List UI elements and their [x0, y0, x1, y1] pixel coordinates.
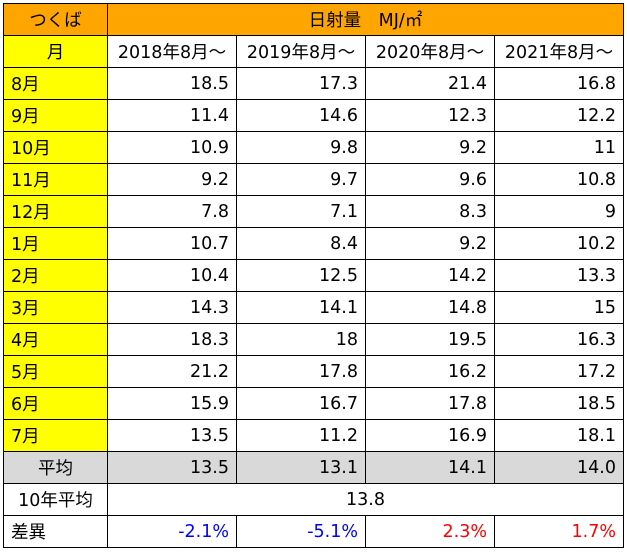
radiation-value-cell[interactable]: 9.2: [107, 163, 237, 196]
radiation-value-cell[interactable]: 14.3: [107, 291, 237, 324]
radiation-value-cell[interactable]: 10.9: [107, 131, 237, 164]
month-label-cell[interactable]: 12月: [3, 195, 108, 228]
radiation-value-cell[interactable]: 18.5: [494, 387, 624, 420]
radiation-value-cell[interactable]: 8.3: [365, 195, 495, 228]
year-header-cell[interactable]: 2019年8月～: [236, 35, 366, 68]
radiation-value-cell[interactable]: 12.2: [494, 99, 624, 132]
month-row: 7月 13.5 11.2 16.9 18.1: [3, 419, 624, 452]
month-label-cell[interactable]: 2月: [3, 259, 108, 292]
month-header-cell[interactable]: 月: [3, 35, 108, 68]
difference-value-cell[interactable]: -2.1%: [107, 515, 237, 548]
month-row: 4月 18.3 18 19.5 16.3: [3, 323, 624, 356]
average-value-cell[interactable]: 13.1: [236, 451, 366, 484]
table-title-cell[interactable]: 日射量 MJ/㎡: [107, 3, 624, 36]
radiation-value-cell[interactable]: 13.5: [107, 419, 237, 452]
radiation-value-cell[interactable]: 14.8: [365, 291, 495, 324]
month-label-cell[interactable]: 5月: [3, 355, 108, 388]
difference-value-cell[interactable]: 2.3%: [365, 515, 495, 548]
radiation-value-cell[interactable]: 10.4: [107, 259, 237, 292]
radiation-value-cell[interactable]: 7.1: [236, 195, 366, 228]
average-value-cell[interactable]: 14.1: [365, 451, 495, 484]
corner-label-cell[interactable]: つくば: [3, 3, 108, 36]
radiation-value-cell[interactable]: 7.8: [107, 195, 237, 228]
radiation-value-cell[interactable]: 15.9: [107, 387, 237, 420]
radiation-value-cell[interactable]: 18.5: [107, 67, 237, 100]
radiation-value-cell[interactable]: 9.2: [365, 131, 495, 164]
year-header-cell[interactable]: 2020年8月～: [365, 35, 495, 68]
month-row: 3月 14.3 14.1 14.8 15: [3, 291, 624, 324]
year-header-cell[interactable]: 2018年8月～: [107, 35, 237, 68]
radiation-value-cell[interactable]: 14.1: [236, 291, 366, 324]
radiation-value-cell[interactable]: 17.8: [236, 355, 366, 388]
column-header-row: 月 2018年8月～ 2019年8月～ 2020年8月～ 2021年8月～: [3, 35, 624, 68]
month-label-cell[interactable]: 6月: [3, 387, 108, 420]
radiation-value-cell[interactable]: 11: [494, 131, 624, 164]
radiation-value-cell[interactable]: 9.6: [365, 163, 495, 196]
radiation-value-cell[interactable]: 10.7: [107, 227, 237, 260]
month-label-cell[interactable]: 4月: [3, 323, 108, 356]
ten-year-value-cell[interactable]: 13.8: [107, 483, 624, 516]
month-label-cell[interactable]: 7月: [3, 419, 108, 452]
radiation-value-cell[interactable]: 17.8: [365, 387, 495, 420]
month-row: 10月 10.9 9.8 9.2 11: [3, 131, 624, 164]
radiation-value-cell[interactable]: 9.2: [365, 227, 495, 260]
month-label-cell[interactable]: 11月: [3, 163, 108, 196]
radiation-value-cell[interactable]: 9.7: [236, 163, 366, 196]
radiation-value-cell[interactable]: 18.3: [107, 323, 237, 356]
radiation-value-cell[interactable]: 13.3: [494, 259, 624, 292]
month-row: 12月 7.8 7.1 8.3 9: [3, 195, 624, 228]
average-row: 平均 13.5 13.1 14.1 14.0: [3, 451, 624, 484]
radiation-value-cell[interactable]: 17.2: [494, 355, 624, 388]
radiation-value-cell[interactable]: 21.2: [107, 355, 237, 388]
radiation-value-cell[interactable]: 10.8: [494, 163, 624, 196]
radiation-value-cell[interactable]: 11.4: [107, 99, 237, 132]
month-row: 5月 21.2 17.8 16.2 17.2: [3, 355, 624, 388]
month-row: 6月 15.9 16.7 17.8 18.5: [3, 387, 624, 420]
radiation-value-cell[interactable]: 15: [494, 291, 624, 324]
average-value-cell[interactable]: 14.0: [494, 451, 624, 484]
radiation-value-cell[interactable]: 8.4: [236, 227, 366, 260]
month-label-cell[interactable]: 1月: [3, 227, 108, 260]
radiation-value-cell[interactable]: 10.2: [494, 227, 624, 260]
title-row: つくば 日射量 MJ/㎡: [3, 3, 624, 36]
radiation-value-cell[interactable]: 16.9: [365, 419, 495, 452]
difference-row: 差異 -2.1% -5.1% 2.3% 1.7%: [3, 515, 624, 548]
ten-year-label-cell[interactable]: 10年平均: [3, 483, 108, 516]
radiation-value-cell[interactable]: 14.6: [236, 99, 366, 132]
month-row: 9月 11.4 14.6 12.3 12.2: [3, 99, 624, 132]
month-row: 8月 18.5 17.3 21.4 16.8: [3, 67, 624, 100]
radiation-value-cell[interactable]: 14.2: [365, 259, 495, 292]
ten-year-average-row: 10年平均 13.8: [3, 483, 624, 516]
difference-label-cell[interactable]: 差異: [3, 515, 108, 548]
solar-radiation-table: つくば 日射量 MJ/㎡ 月 2018年8月～ 2019年8月～ 2020年8月…: [3, 3, 624, 548]
radiation-value-cell[interactable]: 16.7: [236, 387, 366, 420]
radiation-value-cell[interactable]: 19.5: [365, 323, 495, 356]
month-row: 1月 10.7 8.4 9.2 10.2: [3, 227, 624, 260]
radiation-value-cell[interactable]: 16.3: [494, 323, 624, 356]
radiation-value-cell[interactable]: 16.2: [365, 355, 495, 388]
average-label-cell[interactable]: 平均: [3, 451, 108, 484]
month-row: 11月 9.2 9.7 9.6 10.8: [3, 163, 624, 196]
radiation-value-cell[interactable]: 9.8: [236, 131, 366, 164]
difference-value-cell[interactable]: 1.7%: [494, 515, 624, 548]
radiation-value-cell[interactable]: 12.3: [365, 99, 495, 132]
average-value-cell[interactable]: 13.5: [107, 451, 237, 484]
month-row: 2月 10.4 12.5 14.2 13.3: [3, 259, 624, 292]
year-header-cell[interactable]: 2021年8月～: [494, 35, 624, 68]
month-label-cell[interactable]: 8月: [3, 67, 108, 100]
radiation-value-cell[interactable]: 11.2: [236, 419, 366, 452]
month-label-cell[interactable]: 3月: [3, 291, 108, 324]
month-label-cell[interactable]: 9月: [3, 99, 108, 132]
radiation-value-cell[interactable]: 18: [236, 323, 366, 356]
radiation-value-cell[interactable]: 16.8: [494, 67, 624, 100]
radiation-value-cell[interactable]: 12.5: [236, 259, 366, 292]
radiation-value-cell[interactable]: 17.3: [236, 67, 366, 100]
radiation-value-cell[interactable]: 18.1: [494, 419, 624, 452]
radiation-value-cell[interactable]: 21.4: [365, 67, 495, 100]
difference-value-cell[interactable]: -5.1%: [236, 515, 366, 548]
radiation-value-cell[interactable]: 9: [494, 195, 624, 228]
month-label-cell[interactable]: 10月: [3, 131, 108, 164]
